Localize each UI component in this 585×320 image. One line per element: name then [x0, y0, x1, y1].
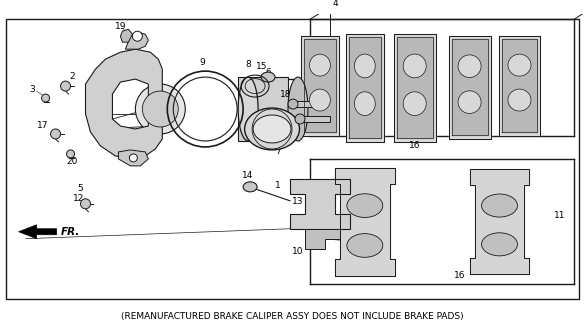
- Ellipse shape: [243, 182, 257, 192]
- Text: 11: 11: [553, 211, 565, 220]
- Polygon shape: [349, 37, 381, 138]
- Polygon shape: [304, 39, 336, 132]
- Text: 16: 16: [409, 141, 421, 150]
- Text: 18: 18: [280, 90, 292, 99]
- Polygon shape: [346, 34, 384, 142]
- Ellipse shape: [458, 91, 481, 114]
- Ellipse shape: [261, 72, 275, 82]
- Ellipse shape: [403, 92, 426, 116]
- Text: 1: 1: [275, 181, 281, 190]
- Polygon shape: [290, 179, 350, 229]
- Ellipse shape: [355, 92, 375, 116]
- Text: 13: 13: [292, 127, 304, 136]
- Circle shape: [67, 150, 74, 158]
- Circle shape: [142, 91, 178, 127]
- Ellipse shape: [288, 77, 308, 141]
- Polygon shape: [501, 39, 538, 132]
- Polygon shape: [19, 225, 57, 239]
- Text: 12: 12: [73, 194, 84, 203]
- Text: 5: 5: [78, 184, 84, 193]
- Polygon shape: [118, 150, 149, 166]
- Circle shape: [288, 99, 298, 109]
- Text: 17: 17: [37, 122, 49, 131]
- Text: 16: 16: [454, 271, 465, 280]
- Text: FR.: FR.: [61, 227, 80, 237]
- Text: (REMANUFACTURED BRAKE CALIPER ASSY DOES NOT INCLUDE BRAKE PADS): (REMANUFACTURED BRAKE CALIPER ASSY DOES …: [121, 312, 464, 320]
- Circle shape: [61, 81, 71, 91]
- Polygon shape: [470, 169, 529, 274]
- Polygon shape: [121, 29, 132, 42]
- Polygon shape: [125, 32, 149, 49]
- Text: 21: 21: [294, 101, 306, 110]
- Circle shape: [50, 129, 61, 139]
- Ellipse shape: [458, 55, 481, 77]
- Polygon shape: [449, 36, 491, 139]
- Bar: [293, 101, 323, 107]
- Circle shape: [132, 31, 142, 41]
- Polygon shape: [305, 229, 340, 249]
- Ellipse shape: [481, 194, 518, 217]
- Ellipse shape: [309, 89, 331, 111]
- Text: 9: 9: [199, 58, 205, 67]
- Text: 15: 15: [256, 62, 268, 71]
- Text: 13: 13: [292, 197, 304, 206]
- Polygon shape: [394, 34, 436, 142]
- Text: 6: 6: [265, 68, 271, 76]
- Text: 2: 2: [70, 72, 75, 81]
- Ellipse shape: [347, 234, 383, 257]
- Text: 10: 10: [292, 247, 304, 256]
- Ellipse shape: [253, 115, 291, 143]
- Ellipse shape: [309, 54, 331, 76]
- Ellipse shape: [245, 108, 300, 150]
- Circle shape: [42, 94, 50, 102]
- Circle shape: [129, 154, 137, 162]
- Ellipse shape: [508, 54, 531, 76]
- Ellipse shape: [238, 77, 258, 141]
- Circle shape: [81, 199, 91, 209]
- Text: 14: 14: [242, 172, 254, 180]
- Polygon shape: [335, 168, 395, 276]
- Text: 7: 7: [275, 148, 281, 156]
- Text: 4: 4: [332, 0, 338, 8]
- Circle shape: [135, 84, 185, 134]
- Ellipse shape: [403, 54, 426, 78]
- Text: 20: 20: [67, 157, 78, 166]
- Text: 8: 8: [245, 60, 251, 68]
- Polygon shape: [452, 39, 487, 135]
- Polygon shape: [498, 36, 541, 136]
- Text: 3: 3: [30, 84, 36, 93]
- Polygon shape: [85, 49, 162, 159]
- Ellipse shape: [481, 233, 518, 256]
- Polygon shape: [397, 37, 433, 138]
- Ellipse shape: [508, 89, 531, 111]
- Circle shape: [295, 114, 305, 124]
- Bar: [300, 116, 330, 122]
- Polygon shape: [301, 36, 339, 136]
- Text: 19: 19: [115, 22, 126, 31]
- Bar: [238, 77, 288, 141]
- Ellipse shape: [347, 194, 383, 218]
- Ellipse shape: [355, 54, 375, 78]
